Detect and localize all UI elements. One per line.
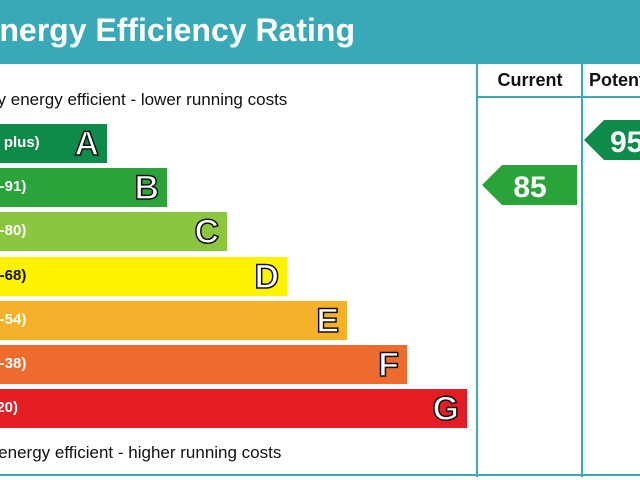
band: (69-80) C: [0, 212, 227, 252]
band: (55-68) D: [0, 257, 287, 297]
band-range: (55-68): [0, 267, 27, 284]
frame-line: [0, 474, 640, 476]
band-letter: E: [316, 301, 340, 341]
band: (1-20) G: [0, 389, 467, 429]
potential-arrow: [584, 120, 640, 160]
band-letter: G: [432, 389, 460, 429]
band-range: (1-20): [0, 399, 19, 416]
band: (81-91) B: [0, 168, 167, 208]
band-letter: B: [134, 168, 160, 208]
frame-line: [476, 96, 640, 98]
current-arrow: [482, 165, 577, 205]
band-letter: F: [377, 345, 399, 385]
band: (21-38) F: [0, 345, 407, 385]
title-bar: [0, 0, 640, 62]
band: (92 plus) A: [0, 124, 107, 164]
band-range: (81-91): [0, 178, 27, 195]
band-range: (39-54): [0, 311, 27, 328]
bottom-note: Not energy efficient - higher running co…: [0, 443, 282, 462]
top-note: Very energy efficient - lower running co…: [0, 90, 288, 109]
band-range: (92 plus): [0, 134, 40, 151]
band-range: (21-38): [0, 355, 27, 372]
current-rating: 85: [513, 171, 546, 204]
frame-line: [476, 64, 478, 477]
potential-rating: 95: [610, 126, 640, 159]
band: (39-54) E: [0, 301, 347, 341]
frame-line: [0, 62, 640, 64]
column-header: Potential: [589, 70, 640, 90]
frame-line: [581, 64, 583, 477]
band-letter: A: [74, 124, 100, 164]
band-range: (69-80): [0, 222, 27, 239]
title: Energy Efficiency Rating: [0, 12, 355, 48]
column-header: Current: [497, 70, 563, 90]
band-letter: C: [194, 212, 220, 252]
band-letter: D: [254, 257, 280, 297]
